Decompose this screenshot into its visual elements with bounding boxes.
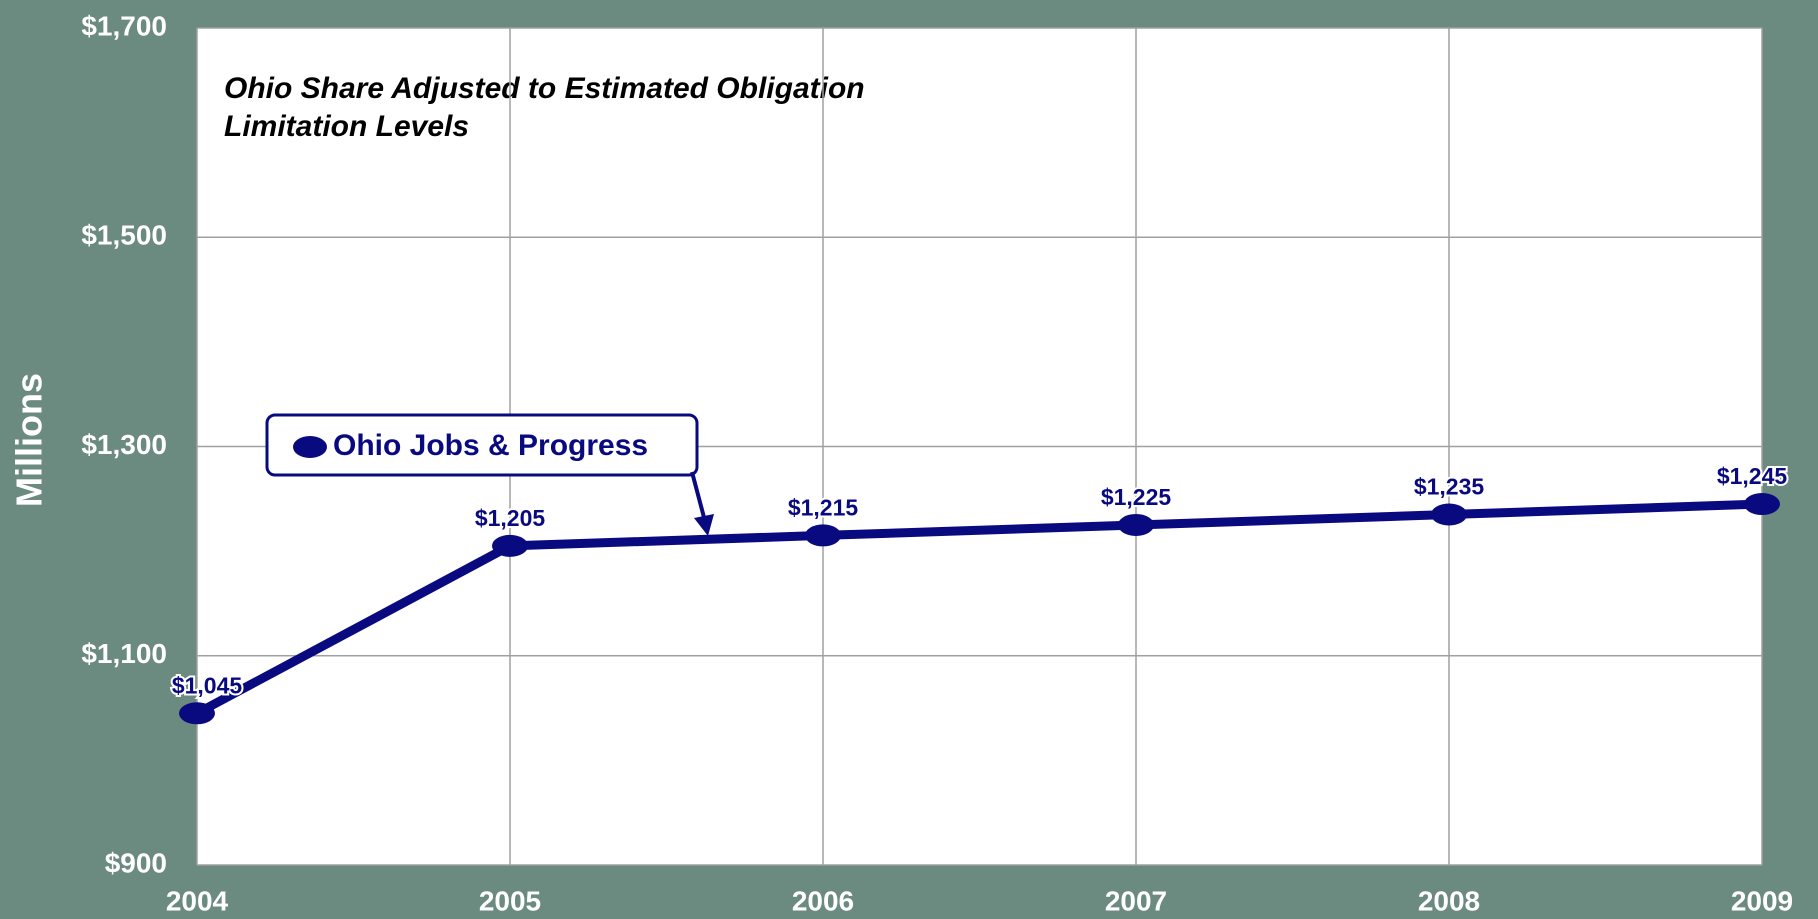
data-point bbox=[1118, 513, 1154, 536]
legend-marker bbox=[293, 436, 327, 458]
y-tick-label: $1,500 bbox=[81, 220, 167, 251]
data-label: $1,235 bbox=[1414, 474, 1485, 500]
legend-label: Ohio Jobs & Progress bbox=[333, 429, 648, 462]
y-axis-label: Millions bbox=[9, 373, 50, 507]
x-tick-label: 2009 bbox=[1731, 885, 1793, 916]
legend-box bbox=[265, 413, 699, 477]
data-point bbox=[492, 534, 528, 557]
y-tick-label: $900 bbox=[105, 847, 167, 878]
annotation: Ohio Share Adjusted to Estimated Obligat… bbox=[224, 72, 865, 105]
x-tick-label: 2005 bbox=[479, 885, 541, 916]
callout-arrowhead bbox=[694, 514, 714, 536]
data-point bbox=[179, 702, 215, 725]
series-line bbox=[194, 499, 1763, 718]
y-tick-label: $1,100 bbox=[81, 638, 167, 669]
data-label: $1,215 bbox=[788, 495, 859, 521]
data-point bbox=[1744, 493, 1780, 516]
x-tick-label: 2004 bbox=[166, 885, 229, 916]
data-point bbox=[805, 524, 841, 547]
x-tick-label: 2007 bbox=[1105, 885, 1167, 916]
annotation: Limitation Levels bbox=[224, 110, 469, 143]
data-label: $1,205 bbox=[475, 505, 546, 531]
y-tick-label: $1,300 bbox=[81, 429, 167, 460]
data-label: $1,225 bbox=[1101, 484, 1172, 510]
x-tick-label: 2008 bbox=[1418, 885, 1480, 916]
y-tick-label: $1,700 bbox=[81, 10, 167, 41]
data-label: $1,245 bbox=[1717, 463, 1788, 489]
x-tick-label: 2006 bbox=[792, 885, 854, 916]
data-point bbox=[1431, 503, 1467, 526]
data-label: $1,045 bbox=[172, 672, 243, 698]
